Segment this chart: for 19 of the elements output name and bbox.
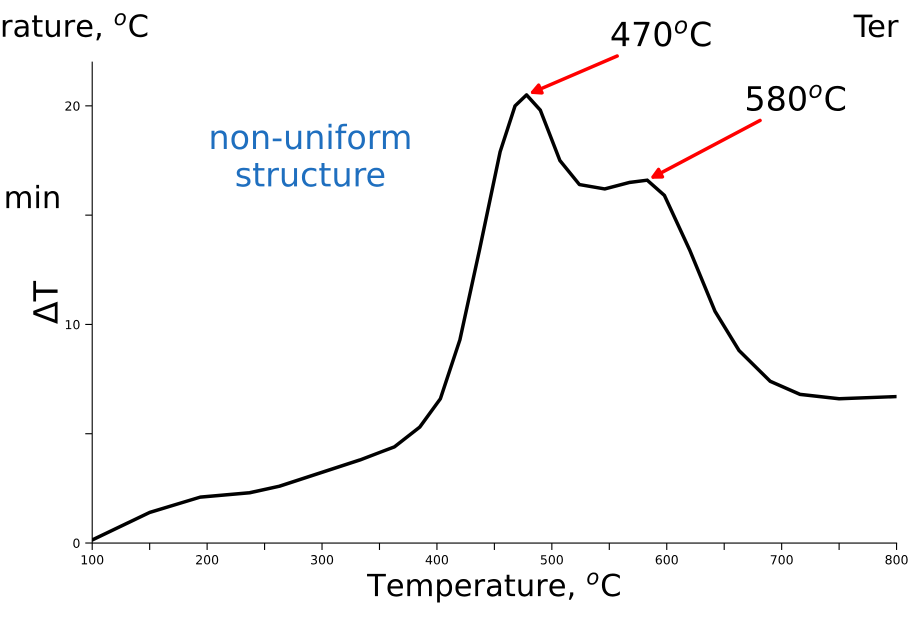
text: Ter [854, 14, 898, 38]
x-tick-label: 600 [656, 555, 678, 564]
x-tick-label: 100 [82, 555, 104, 564]
x-tick-label: 800 [885, 555, 908, 564]
x-tick-label: 200 [196, 555, 218, 564]
text: rature, $^{o}$C [2, 13, 148, 40]
x-tick-label: 300 [311, 555, 334, 564]
x-tick-label: 500 [540, 555, 563, 564]
x-axis-title: Temperature, $^{o}$C [367, 572, 620, 603]
y-tick-label: 0 [73, 538, 80, 548]
y-tick-label: 20 [65, 101, 80, 111]
annotation: non-uniform structure [211, 124, 410, 187]
annotation: 470$^{o}$C [612, 20, 710, 47]
y-axis-title: ΔT [33, 280, 58, 324]
x-tick-label: 700 [770, 555, 793, 564]
annotation: 580$^{o}$C [747, 84, 846, 112]
text: min [6, 184, 59, 208]
y-tick-label: 10 [66, 320, 80, 330]
x-tick-label: 400 [426, 555, 448, 564]
